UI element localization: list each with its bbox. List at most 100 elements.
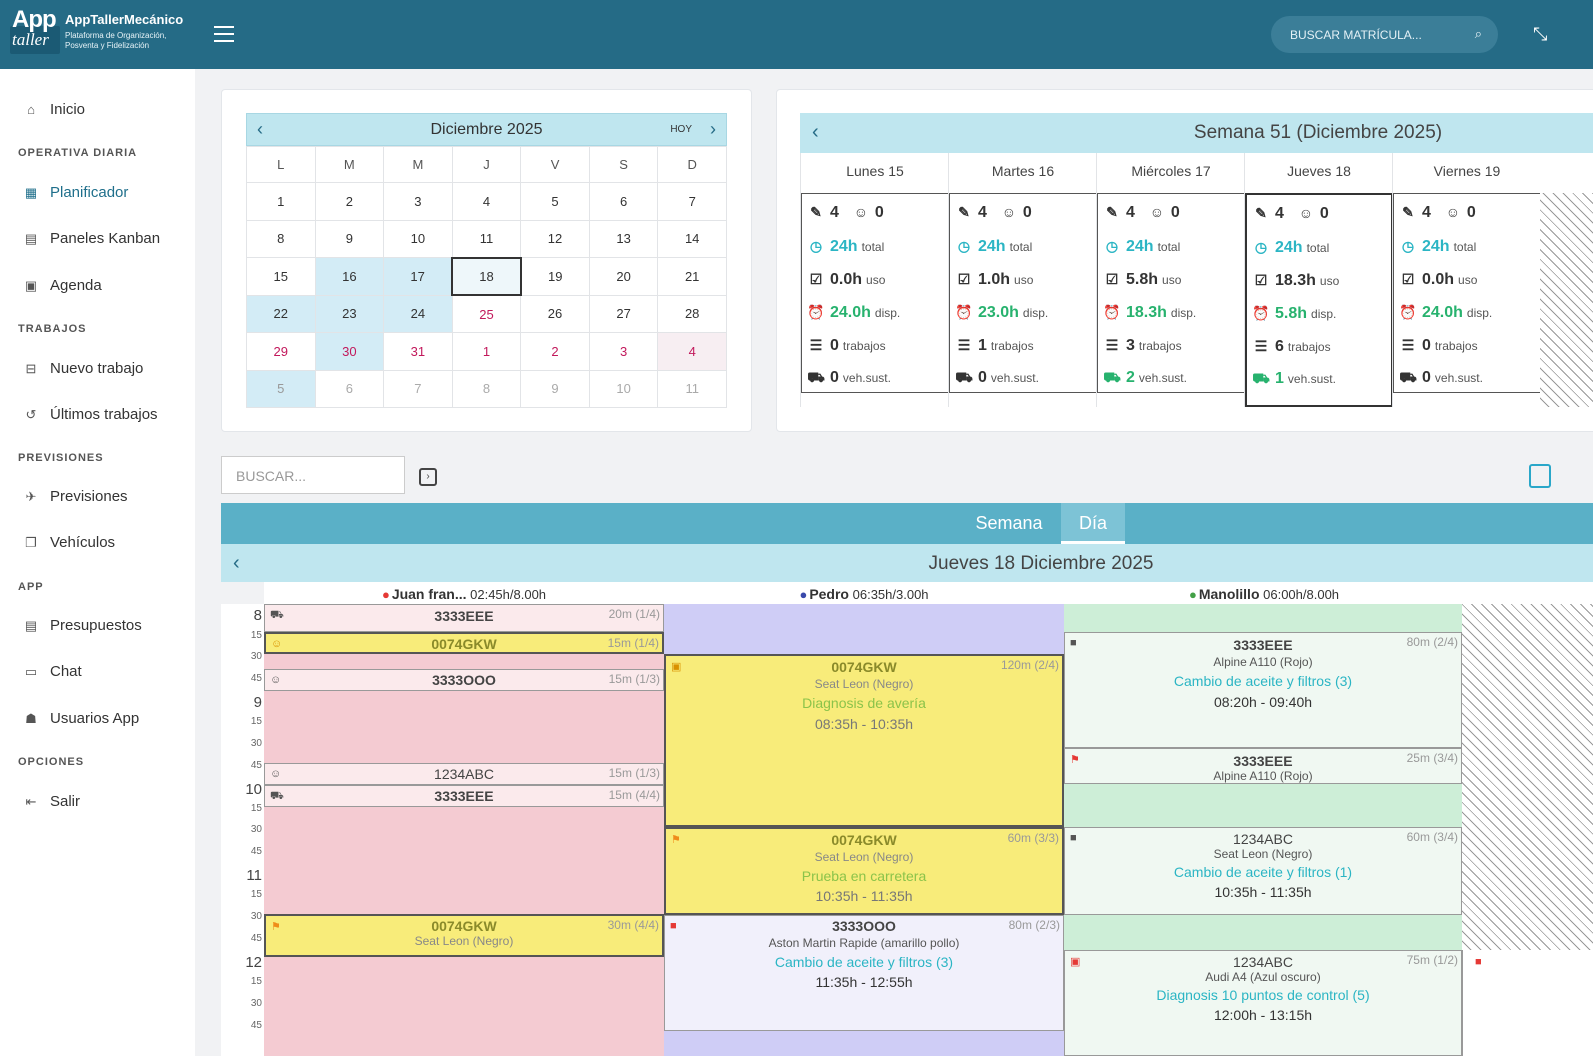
sidebar-item-previsiones[interactable]: ✈ Previsiones	[22, 488, 128, 505]
calendar-day-other-month[interactable]: 11	[657, 369, 727, 408]
job-block[interactable]: ☺ 3333OOO 15m (1/3)	[264, 669, 664, 691]
job-search-input[interactable]: BUSCAR...	[221, 456, 405, 494]
calendar-day[interactable]: 23	[314, 294, 385, 333]
calendar-day-holiday[interactable]: 2	[520, 332, 590, 371]
calendar-day[interactable]: 20	[588, 257, 659, 296]
calendar-day-other-month[interactable]: 6	[314, 369, 385, 408]
week-day-column[interactable]: Martes 16 ✎ 4 ☺ 0 ◷ 24h total ☑ 1.0h uso ⏰ 23.0h…	[948, 153, 1097, 407]
calendar-day-other-month[interactable]: 7	[383, 369, 453, 408]
calendar-day-holiday[interactable]: 31	[383, 332, 453, 371]
mechanic-column[interactable]: ■	[1462, 950, 1593, 1056]
sidebar-item-ultimos-trabajos[interactable]: ↺ Últimos trabajos	[22, 406, 158, 423]
chevron-left-icon[interactable]: ‹	[233, 552, 240, 574]
chevron-right-icon[interactable]: ›	[710, 119, 716, 139]
clipboard-list-icon[interactable]	[1529, 464, 1551, 488]
mechanic-header[interactable]: ● Manolillo 06:00h/8.00h	[1064, 586, 1464, 602]
expand-icon[interactable]: ›	[419, 468, 437, 486]
calendar-day[interactable]: 15	[246, 257, 316, 296]
calendar-day[interactable]: 27	[588, 294, 659, 333]
job-block[interactable]: ☺ 1234ABC 15m (1/3)	[264, 763, 664, 785]
job-block[interactable]: ⚑ 0074GKW Seat Leon (Negro) Prueba en ca…	[664, 827, 1064, 915]
week-day-stats[interactable]: ✎ 4 ☺ 0 ◷ 24h total ☑ 5.8h uso ⏰ 18.3h disp. ☰ 3 tr…	[1097, 193, 1245, 393]
job-block[interactable]: ■ 1234ABC Seat Leon (Negro) Cambio de ac…	[1064, 827, 1462, 915]
calendar-day[interactable]: 10	[383, 219, 453, 258]
sidebar-item-salir[interactable]: ⇤ Salir	[22, 793, 80, 810]
calendar-day[interactable]: 14	[657, 219, 727, 258]
calendar-day-holiday[interactable]: 30	[314, 332, 385, 371]
job-block[interactable]: ☺ 0074GKW 15m (1/4)	[264, 632, 664, 654]
sidebar-item-presupuestos[interactable]: ▤ Presupuestos	[22, 617, 142, 634]
calendar-day[interactable]: 13	[588, 219, 659, 258]
mechanic-column[interactable]: ■ 3333EEE Alpine A110 (Rojo) Cambio de a…	[1064, 604, 1462, 1056]
calendar-day-holiday[interactable]: 29	[246, 332, 316, 371]
tab-semana[interactable]: Semana	[975, 513, 1043, 533]
week-day-column-selected[interactable]: Jueves 18 ✎ 4 ☺ 0 ◷ 24h total ☑ 18.3h uso ⏰ 5.8h…	[1244, 153, 1393, 407]
week-day-stats[interactable]: ✎ 4 ☺ 0 ◷ 24h total ☑ 1.0h uso ⏰ 23.0h disp. ☰ 1 tr…	[949, 193, 1097, 393]
calendar-day[interactable]: 19	[520, 257, 590, 296]
sidebar-item-planificador[interactable]: ▦ Planificador	[22, 184, 129, 201]
calendar-day-holiday[interactable]: 3	[588, 332, 659, 371]
calendar-day[interactable]: 4	[451, 182, 522, 221]
mechanic-header[interactable]: ● Pedro 06:35h/3.00h	[664, 586, 1064, 602]
week-day-stats[interactable]: ✎ 4 ☺ 0 ◷ 24h total ☑ 0.0h uso ⏰ 24.0h disp. ☰ 0 tr…	[801, 193, 949, 393]
calendar-day[interactable]: 22	[246, 294, 316, 333]
calendar-day[interactable]: 21	[657, 257, 727, 296]
job-block[interactable]: ■ 3333OOO Aston Martin Rapide (amarillo …	[664, 915, 1064, 1031]
calendar-day[interactable]: 3	[383, 182, 453, 221]
calendar-day-holiday[interactable]: 4	[657, 332, 727, 371]
job-block[interactable]: ⚑ 3333EEE Alpine A110 (Rojo) 25m (3/4)	[1064, 748, 1462, 784]
calendar-day-other-month[interactable]: 8	[451, 369, 522, 408]
calendar-day-other-month[interactable]: 9	[520, 369, 590, 408]
calendar-day[interactable]: 24	[383, 294, 453, 333]
mechanic-column[interactable]: ▣ 0074GKW Seat Leon (Negro) Diagnosis de…	[664, 604, 1064, 1056]
week-day-column[interactable]: Miércoles 17 ✎ 4 ☺ 0 ◷ 24h total ☑ 5.8h uso ⏰ 18…	[1096, 153, 1245, 407]
calendar-day-other-month[interactable]: 5	[246, 369, 316, 408]
sidebar-item-agenda[interactable]: ▣ Agenda	[22, 277, 102, 294]
sidebar-item-chat[interactable]: ▭ Chat	[22, 663, 82, 680]
sidebar-item-nuevo-trabajo[interactable]: ⊟ Nuevo trabajo	[22, 360, 144, 377]
tab-dia[interactable]: Día	[1061, 503, 1125, 544]
job-block[interactable]: ⚑ 0074GKW Seat Leon (Negro) 30m (4/4)	[264, 914, 664, 957]
chevron-left-icon[interactable]: ‹	[812, 121, 819, 143]
calendar-day[interactable]: 6	[588, 182, 659, 221]
calendar-day[interactable]: 26	[520, 294, 590, 333]
calendar-day-holiday[interactable]: 25	[451, 294, 522, 333]
magnifier-icon[interactable]: ⌕	[1474, 26, 1482, 41]
sidebar-item-usuarios-app[interactable]: ☗ Usuarios App	[22, 710, 139, 727]
compress-icon[interactable]: ⤡	[1533, 24, 1548, 44]
week-day-column[interactable]: Viernes 19 ✎ 4 ☺ 0 ◷ 24h total ☑ 0.0h uso ⏰ 24.0…	[1392, 153, 1541, 407]
sidebar-item-inicio[interactable]: ⌂ Inicio	[22, 101, 85, 118]
job-time: 08:20h - 09:40h	[1213, 694, 1313, 710]
mechanic-column[interactable]: ⛟ 3333EEE 20m (1/4) ☺ 0074GKW 15m (1/4) …	[264, 604, 664, 1056]
calendar-day[interactable]: 1	[246, 182, 316, 221]
week-day-stats[interactable]: ✎ 4 ☺ 0 ◷ 24h total ☑ 0.0h uso ⏰ 24.0h disp. ☰ 0 tr…	[1393, 193, 1541, 393]
mechanic-header[interactable]: ● Juan fran... 02:45h/8.00h	[264, 586, 664, 602]
calendar-day[interactable]: 11	[451, 219, 522, 258]
sidebar-item-kanban[interactable]: ▤ Paneles Kanban	[22, 230, 160, 247]
calendar-day[interactable]: 16	[314, 257, 385, 296]
calendar-day[interactable]: 7	[657, 182, 727, 221]
calendar-day-holiday[interactable]: 1	[451, 332, 522, 371]
calendar-day[interactable]: 8	[246, 219, 316, 258]
calendar-day-other-month[interactable]: 10	[588, 369, 659, 408]
logo-app-text[interactable]: App	[12, 6, 57, 33]
plate-search-input[interactable]: BUSCAR MATRÍCULA... ⌕	[1271, 16, 1498, 53]
sidebar-item-vehiculos[interactable]: ❐ Vehículos	[22, 534, 115, 551]
calendar-day[interactable]: 12	[520, 219, 590, 258]
calendar-day[interactable]: 28	[657, 294, 727, 333]
calendar-day-selected[interactable]: 18	[451, 256, 522, 296]
calendar-day[interactable]: 17	[383, 257, 453, 296]
job-block[interactable]: ▣ 1234ABC Audi A4 (Azul oscuro) Diagnosi…	[1064, 950, 1462, 1056]
chevron-left-icon[interactable]: ‹	[257, 119, 263, 139]
job-block[interactable]: ⛟ 3333EEE 20m (1/4)	[264, 604, 664, 632]
job-block[interactable]: ■ 3333EEE Alpine A110 (Rojo) Cambio de a…	[1064, 632, 1462, 748]
calendar-day[interactable]: 9	[314, 219, 385, 258]
week-day-stats[interactable]: ✎ 4 ☺ 0 ◷ 24h total ☑ 18.3h uso ⏰ 5.8h disp. ☰ 6 tr…	[1245, 193, 1393, 407]
hamburger-icon[interactable]	[214, 26, 234, 42]
calendar-day[interactable]: 5	[520, 182, 590, 221]
today-button[interactable]: HOY	[670, 124, 692, 135]
job-block[interactable]: ▣ 0074GKW Seat Leon (Negro) Diagnosis de…	[664, 654, 1064, 827]
week-day-column[interactable]: Lunes 15 ✎ 4 ☺ 0 ◷ 24h total ☑ 0.0h uso ⏰ 24.0h d…	[800, 153, 949, 407]
job-block[interactable]: ⛟ 3333EEE 15m (4/4)	[264, 785, 664, 807]
calendar-day[interactable]: 2	[314, 182, 385, 221]
